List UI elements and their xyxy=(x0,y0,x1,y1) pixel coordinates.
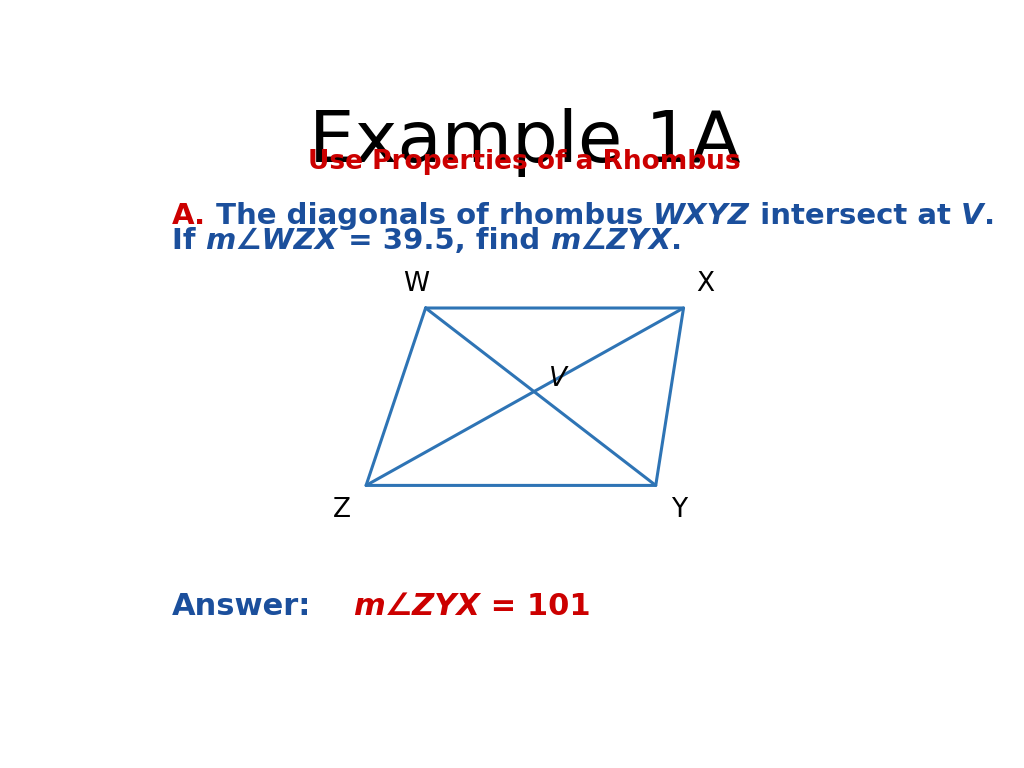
Text: X: X xyxy=(696,271,715,297)
Text: A.: A. xyxy=(172,202,206,230)
Text: Z: Z xyxy=(333,497,351,523)
Text: V: V xyxy=(961,202,983,230)
Text: Answer:: Answer: xyxy=(172,592,311,621)
Text: If: If xyxy=(172,227,205,255)
Text: WXYZ: WXYZ xyxy=(653,202,750,230)
Text: .: . xyxy=(983,202,994,230)
Text: m∠WZX: m∠WZX xyxy=(205,227,338,255)
Text: V: V xyxy=(549,366,567,392)
Text: intersect at: intersect at xyxy=(750,202,961,230)
Text: m∠ZYX: m∠ZYX xyxy=(550,227,671,255)
Text: Example 1A: Example 1A xyxy=(309,108,740,177)
Text: = 101: = 101 xyxy=(480,592,591,621)
Text: The diagonals of rhombus: The diagonals of rhombus xyxy=(206,202,653,230)
Text: Y: Y xyxy=(672,497,687,523)
Text: Use Properties of a Rhombus: Use Properties of a Rhombus xyxy=(308,149,741,175)
Text: W: W xyxy=(403,271,429,297)
Text: m∠ZYX: m∠ZYX xyxy=(353,592,480,621)
Text: = 39.5, find: = 39.5, find xyxy=(338,227,550,255)
Text: .: . xyxy=(671,227,682,255)
